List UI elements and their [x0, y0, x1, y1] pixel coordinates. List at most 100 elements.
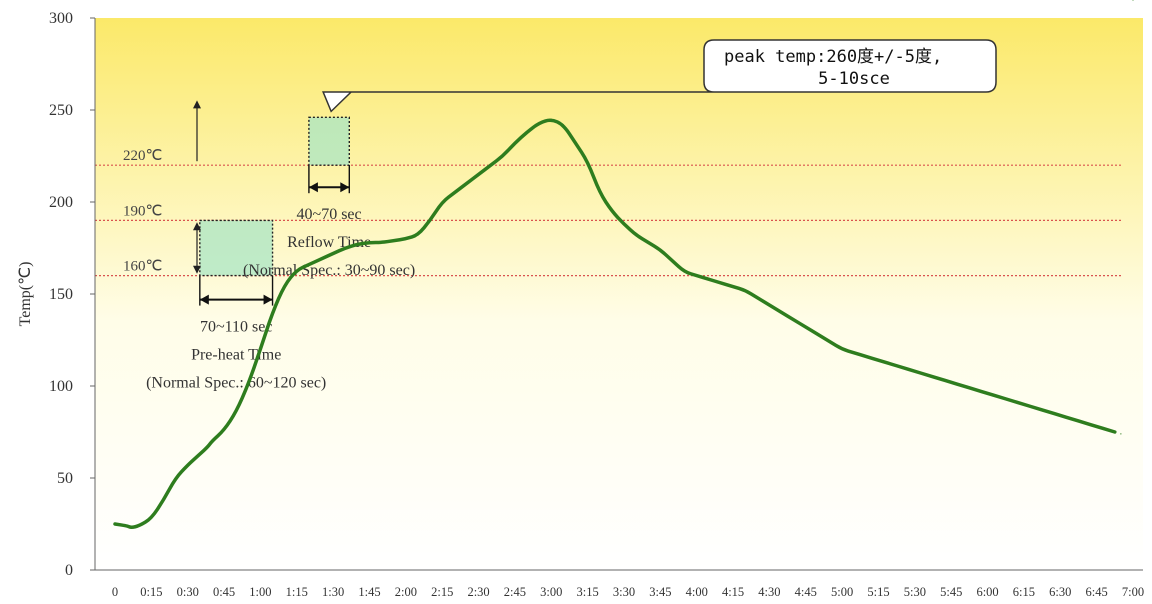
x-tick-label: 3:15 [577, 585, 599, 599]
x-tick-label: 2:45 [504, 585, 526, 599]
x-tick-label: 4:00 [686, 585, 708, 599]
data-point [271, 311, 274, 313]
y-axis: 0 50 100 150 200 250 300 [49, 10, 96, 579]
x-tick-label: 6:45 [1086, 585, 1108, 599]
zone-label: Pre-heat Time [191, 347, 281, 364]
series-group [113, 0, 1134, 529]
data-point [1096, 425, 1098, 428]
data-point [732, 286, 734, 288]
data-point [308, 263, 310, 266]
data-point [207, 446, 209, 448]
data-point [356, 243, 358, 245]
data-point [768, 304, 771, 306]
data-point [599, 192, 601, 194]
data-point [368, 241, 371, 244]
x-tick-label: 3:00 [540, 585, 562, 599]
data-point [405, 238, 407, 240]
x-axis: 0 0:15 0:30 0:45 1:00 1:15 1:30 1:45 2:00 2:15 2:3… [95, 569, 1144, 599]
data-point [114, 523, 116, 525]
data-point [962, 385, 964, 387]
double-arrow-head [193, 265, 201, 274]
data-point [235, 411, 237, 413]
peak-callout: peak temp:260度+/-5度,5-10sce [322, 39, 997, 113]
data-point [381, 241, 383, 244]
x-tick-label: 5:45 [940, 585, 962, 599]
data-point [574, 142, 577, 144]
up-arrow-head [193, 100, 201, 109]
data-point [187, 464, 189, 466]
data-point [817, 333, 819, 336]
zone-box [308, 116, 351, 166]
plot-background [95, 18, 1143, 570]
y-tick-label: 300 [49, 10, 73, 27]
data-point [647, 241, 649, 244]
data-point [1132, 0, 1134, 1]
data-point [199, 453, 201, 455]
x-tick-label: 1:00 [249, 585, 271, 599]
zone-box [199, 219, 274, 277]
arrow-head-left [308, 182, 318, 193]
data-point [986, 392, 989, 394]
data-point [902, 367, 904, 369]
y-tick-label: 100 [49, 378, 73, 395]
arrow-head-right [263, 294, 273, 305]
data-point [284, 284, 286, 286]
data-point [138, 525, 140, 527]
data-point [441, 201, 443, 203]
data-point [805, 326, 807, 328]
data-point [502, 155, 504, 157]
x-tick-label: 4:15 [722, 585, 744, 599]
x-tick-label: 3:45 [649, 585, 671, 599]
data-point [793, 319, 795, 321]
x-tick-label: 4:45 [795, 585, 817, 599]
reference-line-label: 220℃ [123, 148, 162, 164]
y-tick-label: 50 [57, 470, 73, 487]
data-point [174, 477, 177, 479]
data-point [465, 183, 468, 185]
callout-text: peak temp:260度+/-5度, [724, 47, 942, 67]
x-tick-label: 0 [112, 585, 118, 599]
zone-label: (Normal Spec.: 30~90 sec) [243, 262, 415, 279]
data-point [853, 352, 855, 354]
x-tick-label: 0:30 [177, 585, 199, 599]
data-point [1083, 422, 1086, 424]
reference-line-label: 190℃ [123, 203, 162, 219]
data-point [344, 247, 346, 249]
data-point [1035, 407, 1037, 409]
data-point [999, 396, 1001, 398]
data-point [126, 525, 128, 527]
data-point [550, 118, 552, 120]
arrow-head-right [340, 182, 350, 193]
data-point [829, 341, 831, 343]
data-point [562, 124, 565, 126]
data-point [417, 234, 419, 236]
data-point [926, 374, 928, 376]
data-point [683, 271, 686, 273]
y-tick-label: 0 [65, 562, 73, 579]
y-tick-label: 150 [49, 286, 73, 303]
callout-bubble [322, 39, 997, 113]
data-point [526, 131, 528, 133]
x-tick-label: 6:15 [1013, 585, 1035, 599]
data-point [393, 240, 395, 242]
data-point [890, 363, 892, 365]
data-point [841, 348, 843, 350]
data-point [1047, 411, 1049, 413]
x-tick-label: 2:15 [431, 585, 453, 599]
data-point [453, 192, 455, 194]
data-point [696, 275, 698, 277]
data-point [780, 311, 783, 313]
data-point [211, 440, 213, 442]
data-point [332, 252, 334, 255]
data-point [514, 142, 516, 144]
double-arrow-head [193, 222, 201, 231]
x-tick-label: 1:45 [358, 585, 380, 599]
data-point [623, 223, 625, 225]
reference-line-label: 160℃ [123, 259, 162, 275]
zone-label: 70~110 sec [200, 319, 273, 336]
callout-text: 5-10sce [818, 69, 890, 89]
data-point [259, 348, 262, 350]
data-point [974, 389, 977, 391]
x-tick-label: 5:15 [867, 585, 889, 599]
